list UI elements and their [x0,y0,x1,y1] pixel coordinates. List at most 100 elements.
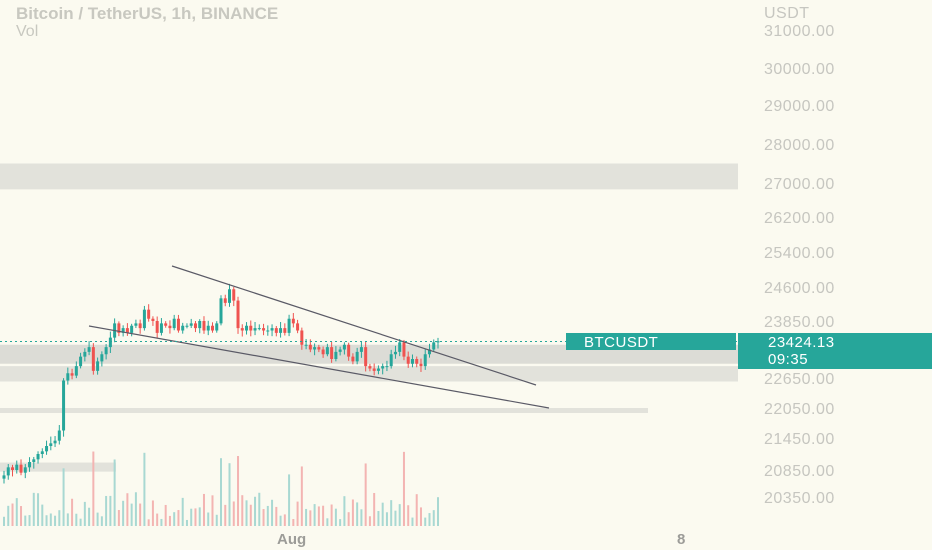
candle-body[interactable] [49,443,53,446]
candle-body[interactable] [274,328,278,333]
candle-body[interactable] [359,347,363,352]
candle-body[interactable] [198,321,202,329]
candle-body[interactable] [87,347,91,352]
candle-body[interactable] [283,328,287,333]
candle-body[interactable] [393,351,397,355]
candle-body[interactable] [11,467,15,470]
candle-body[interactable] [96,361,100,371]
candle-body[interactable] [385,366,389,368]
candle-body[interactable] [164,323,168,326]
candle-body[interactable] [296,323,300,331]
candle-body[interactable] [134,323,138,326]
candle-body[interactable] [28,462,32,468]
candle-body[interactable] [19,464,23,473]
candle-body[interactable] [330,347,334,359]
candle-body[interactable] [181,325,185,331]
candle-body[interactable] [334,351,338,359]
candle-body[interactable] [402,342,406,357]
candle-body[interactable] [398,342,402,352]
candle-body[interactable] [185,325,189,327]
price-badge[interactable]: 23424.13 09:35 [738,333,932,369]
sr-zone[interactable] [0,344,738,364]
candle-body[interactable] [432,342,436,350]
candle-body[interactable] [74,366,78,376]
candle-body[interactable] [351,356,355,362]
sr-zone[interactable] [0,408,648,413]
candle-body[interactable] [355,351,359,362]
candle-body[interactable] [168,325,172,329]
candle-body[interactable] [262,328,266,331]
candle-body[interactable] [108,337,112,348]
candle-body[interactable] [36,454,40,460]
candle-body[interactable] [159,323,163,333]
candle-body[interactable] [45,446,49,452]
candle-body[interactable] [172,318,176,329]
candle-body[interactable] [189,323,193,326]
candle-body[interactable] [57,430,61,441]
candle-body[interactable] [32,459,36,462]
candle-body[interactable] [104,347,108,355]
candle-body[interactable] [155,321,159,333]
candle-body[interactable] [347,344,351,357]
candle-body[interactable] [249,325,253,331]
candle-body[interactable] [410,359,414,364]
candle-body[interactable] [342,344,346,350]
candle-body[interactable] [62,380,66,431]
candle-body[interactable] [215,323,219,331]
candle-body[interactable] [219,298,223,324]
candle-body[interactable] [423,354,427,367]
candle-body[interactable] [240,328,244,331]
candle-body[interactable] [338,349,342,352]
candle-body[interactable] [291,318,295,324]
candle-body[interactable] [66,373,70,381]
candle-body[interactable] [138,323,142,329]
candle-body[interactable] [245,325,249,331]
candle-body[interactable] [121,328,125,333]
sr-zone[interactable] [0,462,116,472]
candle-body[interactable] [419,363,423,367]
candle-body[interactable] [317,347,321,350]
candle-body[interactable] [6,467,10,476]
candle-body[interactable] [40,451,44,454]
candle-body[interactable] [304,344,308,346]
candle-body[interactable] [130,325,134,333]
candle-body[interactable] [151,318,155,321]
candle-body[interactable] [287,318,291,333]
candle-body[interactable] [270,328,274,331]
lower-trendline[interactable] [88,325,550,409]
candle-body[interactable] [70,373,74,376]
candle-body[interactable] [2,475,6,479]
candle-body[interactable] [436,341,440,343]
candle-body[interactable] [381,366,385,369]
candle-body[interactable] [368,366,372,369]
candle-body[interactable] [210,325,214,331]
candle-body[interactable] [117,323,121,333]
candle-body[interactable] [313,347,317,350]
candle-body[interactable] [228,289,232,303]
candle-body[interactable] [142,309,146,329]
candle-body[interactable] [364,347,368,367]
candle-body[interactable] [415,359,419,364]
candle-body[interactable] [308,344,312,350]
candle-body[interactable] [257,328,261,330]
candle-body[interactable] [23,467,27,473]
candle-body[interactable] [232,289,236,301]
candle-body[interactable] [206,325,210,331]
candle-body[interactable] [376,368,380,371]
candle-body[interactable] [406,356,410,364]
candle-body[interactable] [91,347,95,371]
candle-body[interactable] [15,464,19,470]
candle-body[interactable] [300,330,304,345]
candle-body[interactable] [223,298,227,303]
candle-body[interactable] [147,309,151,319]
candle-body[interactable] [427,349,431,355]
candle-body[interactable] [202,321,206,331]
candle-body[interactable] [236,300,240,329]
candle-body[interactable] [372,368,376,371]
candle-body[interactable] [176,318,180,331]
candle-body[interactable] [53,440,57,444]
candle-body[interactable] [321,349,325,355]
symbol-badge[interactable]: BTCUSDT [566,333,736,351]
candle-body[interactable] [125,328,129,333]
